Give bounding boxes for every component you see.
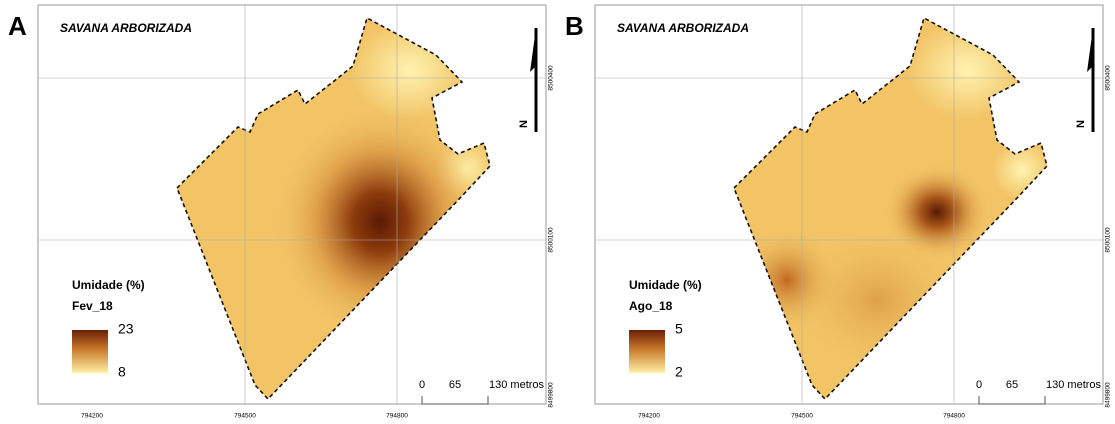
- legend-min: 2: [675, 364, 683, 380]
- legend-max: 5: [675, 321, 683, 337]
- legend-ramp: [629, 330, 665, 373]
- legend-period: Ago_18: [629, 299, 673, 313]
- legend-min: 8: [118, 364, 126, 380]
- y-coord: 8500100: [548, 227, 555, 253]
- scale-bar: [978, 396, 1046, 405]
- legend-period: Fev_18: [72, 299, 113, 313]
- map-title: SAVANA ARBORIZADA: [60, 21, 192, 35]
- north-label: N: [518, 120, 530, 128]
- scale-label: 65: [449, 379, 461, 391]
- legend-title: Umidade (%): [72, 278, 145, 292]
- x-coord: 794800: [943, 413, 965, 420]
- x-coord: 794500: [791, 413, 813, 420]
- panel-label: B: [565, 11, 584, 41]
- scale-label: 65: [1006, 379, 1018, 391]
- x-coord: 794200: [638, 413, 660, 420]
- boundary: [733, 16, 1048, 401]
- scale-label: 130 metros: [489, 379, 545, 391]
- x-coord: 794800: [386, 413, 408, 420]
- y-coord: 8499800: [548, 382, 555, 408]
- x-coord: 794500: [234, 413, 256, 420]
- north-label: N: [1075, 120, 1087, 128]
- legend-title: Umidade (%): [629, 278, 702, 292]
- panel-label: A: [8, 11, 27, 41]
- scale-bar: [421, 396, 489, 405]
- legend-max: 23: [118, 321, 134, 337]
- map-panel: B SAVANA ARBORIZADA Umidade (%) Ago_185 2 0 65…: [565, 4, 1112, 420]
- map-panel: A SAVANA ARBORIZADA Umidade (%) Fev_18 23 8 0 6…: [8, 4, 555, 420]
- x-coord: 794200: [81, 413, 103, 420]
- y-coord: 8499800: [1105, 382, 1112, 408]
- y-coord: 8500400: [1105, 65, 1112, 91]
- scale-label: 130 metros: [1046, 379, 1102, 391]
- scale-label: 0: [976, 379, 982, 391]
- legend-ramp: [72, 330, 108, 373]
- boundary: [176, 16, 491, 401]
- y-coord: 8500100: [1105, 227, 1112, 253]
- map-title: SAVANA ARBORIZADA: [617, 21, 749, 35]
- scale-label: 0: [419, 379, 425, 391]
- y-coord: 8500400: [548, 65, 555, 91]
